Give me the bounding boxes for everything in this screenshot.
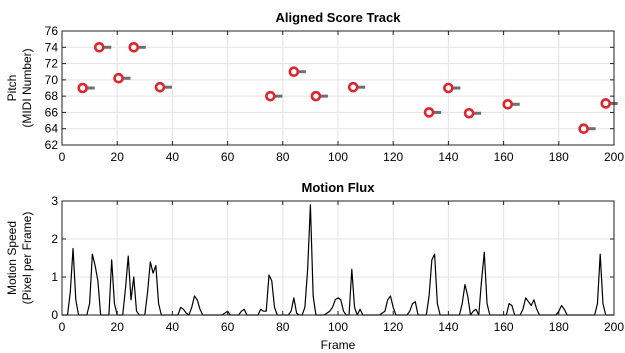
score-note [443, 82, 461, 94]
score-note [502, 98, 520, 110]
score-track-x-tick-label: 120 [383, 150, 403, 164]
score-note-marker [578, 123, 589, 135]
score-track-x-tick-label: 100 [328, 150, 348, 164]
motion-flux-x-tick-label: 180 [549, 320, 569, 334]
score-note [310, 90, 328, 102]
score-note-marker [154, 81, 166, 93]
score-note-marker [77, 82, 88, 94]
score-note-marker [93, 41, 105, 53]
score-note-marker [443, 82, 454, 94]
motion-flux-series-line [62, 204, 614, 316]
score-note [93, 41, 112, 53]
score-note-marker [463, 107, 475, 119]
score-track-x-tick-label: 200 [604, 150, 624, 164]
motion-flux-y-tick-label: 0 [51, 308, 58, 322]
motion-flux-x-tick-label: 60 [221, 320, 235, 334]
score-track-y-tick-label: 64 [45, 122, 59, 136]
score-note-marker [423, 107, 435, 118]
score-track-panel: 0 20 40 60 80 100 120 140 160 180 200 62 64 66 68 70 72 7… [5, 10, 624, 164]
score-track-y-tick-label: 76 [45, 24, 59, 38]
motion-flux-line [62, 204, 614, 316]
score-track-y-tick-label: 68 [45, 89, 59, 103]
score-track-x-tick-label: 40 [166, 150, 180, 164]
motion-flux-x-axis-label: Frame [321, 338, 356, 352]
score-track-y-tick-label: 66 [45, 105, 59, 119]
motion-flux-y-axis-label-line2: (Pixel per Frame) [20, 212, 34, 305]
motion-flux-panel: 0 20 40 60 80 100 120 140 160 180 200 0 1 2 3 Motion F… [5, 180, 624, 352]
motion-flux-y-tick-label: 1 [51, 270, 58, 284]
score-note-marker [600, 98, 612, 109]
score-track-y-axis-label-line1: Pitch [5, 75, 19, 102]
score-note-marker [310, 90, 322, 102]
score-note [578, 123, 596, 135]
score-note-marker [288, 66, 300, 78]
score-note [463, 107, 482, 119]
motion-flux-y-tick-label: 3 [51, 194, 58, 208]
motion-flux-ticks: 0 20 40 60 80 100 120 140 160 180 200 0 1 2 3 [51, 194, 624, 334]
motion-flux-x-tick-label: 160 [494, 320, 514, 334]
motion-flux-title: Motion Flux [302, 180, 376, 195]
score-track-y-axis-label-line2: (MIDI Number) [20, 48, 34, 127]
motion-flux-x-tick-label: 20 [111, 320, 125, 334]
motion-flux-x-tick-label: 0 [59, 320, 66, 334]
score-note-marker [128, 41, 140, 53]
score-track-x-tick-label: 60 [221, 150, 235, 164]
score-note [128, 41, 146, 53]
motion-flux-x-tick-label: 120 [383, 320, 403, 334]
score-track-title: Aligned Score Track [276, 10, 402, 25]
score-note [288, 66, 306, 78]
score-track-y-tick-label: 70 [45, 73, 59, 87]
motion-flux-y-axis-label-line1: Motion Speed [5, 221, 19, 295]
score-note-marker [347, 81, 359, 93]
score-track-x-tick-label: 80 [276, 150, 290, 164]
score-track-x-tick-label: 20 [111, 150, 125, 164]
score-note [154, 81, 172, 93]
score-note-marker [113, 72, 124, 84]
score-track-y-axis-label: Pitch (MIDI Number) [5, 48, 34, 127]
motion-flux-y-tick-label: 2 [51, 232, 58, 246]
score-track-x-tick-label: 180 [549, 150, 569, 164]
score-track-notes [77, 41, 618, 135]
score-note [423, 107, 442, 118]
motion-flux-x-tick-label: 40 [166, 320, 180, 334]
motion-flux-y-axis-label: Motion Speed (Pixel per Frame) [5, 212, 34, 305]
score-note-marker [265, 90, 276, 102]
score-track-x-tick-label: 0 [59, 150, 66, 164]
score-note [347, 81, 366, 93]
motion-flux-x-tick-label: 80 [276, 320, 290, 334]
score-note [113, 72, 131, 84]
score-track-y-tick-label: 62 [45, 138, 59, 152]
score-note-marker [502, 98, 514, 110]
score-note [77, 82, 95, 94]
score-note [265, 90, 283, 102]
score-track-y-tick-label: 74 [45, 40, 59, 54]
score-track-x-tick-label: 160 [494, 150, 514, 164]
motion-flux-x-tick-label: 200 [604, 320, 624, 334]
score-track-ticks: 0 20 40 60 80 100 120 140 160 180 200 62 64 66 68 70 72 7… [45, 24, 625, 164]
score-track-x-tick-label: 140 [438, 150, 458, 164]
motion-flux-x-tick-label: 100 [328, 320, 348, 334]
motion-flux-x-tick-label: 140 [438, 320, 458, 334]
score-note [600, 98, 618, 109]
score-track-y-tick-label: 72 [45, 57, 59, 71]
